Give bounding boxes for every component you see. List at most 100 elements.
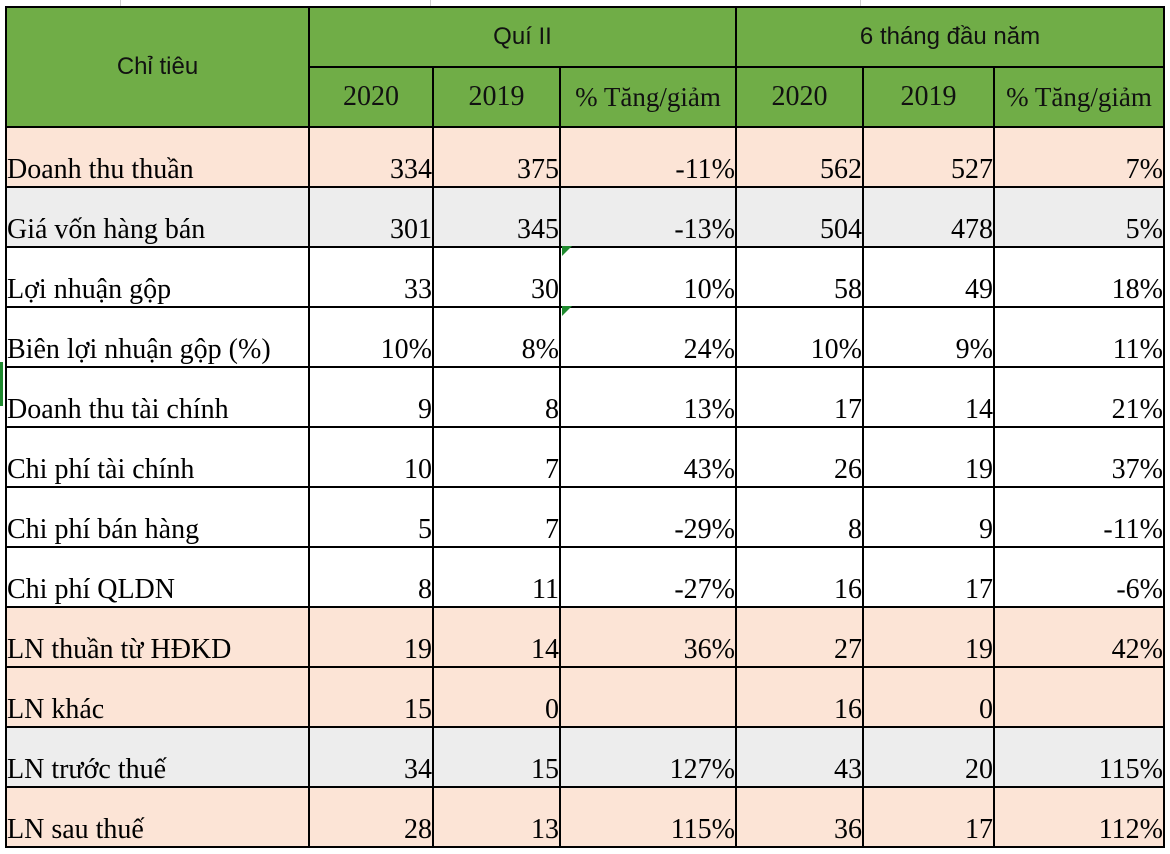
h1-2019-cell[interactable]: 9% (862, 306, 995, 368)
q2-2020-cell[interactable]: 34 (308, 726, 434, 788)
q2-2020-header[interactable]: 2020 (308, 66, 434, 128)
indicator-header[interactable]: Chỉ tiêu (5, 6, 310, 128)
h1-change-cell[interactable]: 37% (993, 426, 1165, 488)
h1-2020-cell[interactable]: 36 (735, 786, 864, 848)
h1-2019-cell[interactable]: 20 (862, 726, 995, 788)
h1-group-header[interactable]: 6 tháng đầu năm (735, 6, 1165, 68)
row-label-cell[interactable]: Chi phí tài chính (5, 426, 310, 488)
h1-2019-cell[interactable]: 527 (862, 126, 995, 188)
h1-2020-cell[interactable]: 16 (735, 546, 864, 608)
q2-change-cell[interactable]: -13% (559, 186, 737, 248)
row-label-cell[interactable]: Biên lợi nhuận gộp (%) (5, 306, 310, 368)
h1-change-cell[interactable]: 21% (993, 366, 1165, 428)
row-label-cell[interactable]: LN sau thuế (5, 786, 310, 848)
h1-2020-cell[interactable]: 16 (735, 666, 864, 728)
h1-change-cell[interactable]: 7% (993, 126, 1165, 188)
h1-change-cell[interactable]: -6% (993, 546, 1165, 608)
h1-2020-cell[interactable]: 10% (735, 306, 864, 368)
q2-2019-cell[interactable]: 0 (432, 666, 561, 728)
h1-change-cell[interactable]: 115% (993, 726, 1165, 788)
q2-change-header[interactable]: % Tăng/giảm (559, 66, 737, 128)
q2-2019-cell[interactable]: 15 (432, 726, 561, 788)
q2-2020-cell[interactable]: 33 (308, 246, 434, 308)
h1-change-cell[interactable]: 11% (993, 306, 1165, 368)
q2-2019-cell[interactable]: 7 (432, 426, 561, 488)
q2-group-header[interactable]: Quí II (308, 6, 737, 68)
q2-2019-cell[interactable]: 375 (432, 126, 561, 188)
q2-change-cell[interactable]: 36% (559, 606, 737, 668)
row-label-cell[interactable]: Doanh thu thuần (5, 126, 310, 188)
row-label-cell[interactable]: LN thuần từ HĐKD (5, 606, 310, 668)
h1-change-cell[interactable]: -11% (993, 486, 1165, 548)
row-label-cell[interactable]: Chi phí bán hàng (5, 486, 310, 548)
h1-change-header[interactable]: % Tăng/giảm (993, 66, 1165, 128)
h1-2020-cell[interactable]: 43 (735, 726, 864, 788)
h1-2019-cell[interactable]: 19 (862, 606, 995, 668)
row-selection-marker (0, 362, 3, 406)
q2-2019-cell[interactable]: 11 (432, 546, 561, 608)
h1-2019-cell[interactable]: 17 (862, 546, 995, 608)
q2-change-cell[interactable]: 43% (559, 426, 737, 488)
q2-2020-cell[interactable]: 9 (308, 366, 434, 428)
q2-2020-cell[interactable]: 19 (308, 606, 434, 668)
h1-2020-header[interactable]: 2020 (735, 66, 864, 128)
h1-2019-cell[interactable]: 0 (862, 666, 995, 728)
q2-2020-cell[interactable]: 301 (308, 186, 434, 248)
h1-2020-cell[interactable]: 504 (735, 186, 864, 248)
q2-change-cell[interactable]: -11% (559, 126, 737, 188)
row-label-cell[interactable]: Doanh thu tài chính (5, 366, 310, 428)
q2-2019-header[interactable]: 2019 (432, 66, 561, 128)
h1-2020-cell[interactable]: 562 (735, 126, 864, 188)
h1-change-cell[interactable] (993, 666, 1165, 728)
h1-2019-cell[interactable]: 19 (862, 426, 995, 488)
row-label-cell[interactable]: LN khác (5, 666, 310, 728)
q2-2020-cell[interactable]: 15 (308, 666, 434, 728)
row-label-cell[interactable]: Lợi nhuận gộp (5, 246, 310, 308)
q2-2019-cell[interactable]: 13 (432, 786, 561, 848)
h1-2020-cell[interactable]: 26 (735, 426, 864, 488)
q2-2020-cell[interactable]: 10% (308, 306, 434, 368)
h1-2019-cell[interactable]: 478 (862, 186, 995, 248)
h1-2019-cell[interactable]: 17 (862, 786, 995, 848)
financial-summary-table: Chỉ tiêu Quí II 6 tháng đầu năm 2020 201… (5, 6, 1165, 848)
gridline (120, 0, 121, 6)
table-row: LN sau thuế 28 13 115% 36 17 112% (5, 786, 1165, 848)
q2-change-cell[interactable]: -29% (559, 486, 737, 548)
q2-2019-cell[interactable]: 345 (432, 186, 561, 248)
q2-2019-cell[interactable]: 14 (432, 606, 561, 668)
q2-2019-cell[interactable]: 8% (432, 306, 561, 368)
h1-change-cell[interactable]: 5% (993, 186, 1165, 248)
q2-2019-cell[interactable]: 8 (432, 366, 561, 428)
row-label-cell[interactable]: LN trước thuế (5, 726, 310, 788)
q2-change-cell[interactable]: -27% (559, 546, 737, 608)
q2-change-cell[interactable]: 13% (559, 366, 737, 428)
h1-2020-cell[interactable]: 17 (735, 366, 864, 428)
q2-change-cell[interactable] (559, 666, 737, 728)
table-row: LN thuần từ HĐKD 19 14 36% 27 19 42% (5, 606, 1165, 668)
q2-2020-cell[interactable]: 10 (308, 426, 434, 488)
q2-change-cell[interactable]: 10% (559, 246, 737, 308)
h1-change-cell[interactable]: 42% (993, 606, 1165, 668)
h1-2020-cell[interactable]: 27 (735, 606, 864, 668)
h1-change-cell[interactable]: 18% (993, 246, 1165, 308)
q2-2020-cell[interactable]: 28 (308, 786, 434, 848)
q2-change-cell[interactable]: 24% (559, 306, 737, 368)
q2-2020-cell[interactable]: 8 (308, 546, 434, 608)
h1-2019-cell[interactable]: 9 (862, 486, 995, 548)
q2-2019-cell[interactable]: 7 (432, 486, 561, 548)
table-row: Biên lợi nhuận gộp (%) 10% 8% 24% 10% 9% 11% (5, 306, 1165, 368)
q2-2019-cell[interactable]: 30 (432, 246, 561, 308)
h1-2020-cell[interactable]: 8 (735, 486, 864, 548)
h1-2019-header[interactable]: 2019 (862, 66, 995, 128)
row-label-cell[interactable]: Chi phí QLDN (5, 546, 310, 608)
row-label-cell[interactable]: Giá vốn hàng bán (5, 186, 310, 248)
q2-change-cell[interactable]: 127% (559, 726, 737, 788)
q2-2020-cell[interactable]: 334 (308, 126, 434, 188)
h1-2020-cell[interactable]: 58 (735, 246, 864, 308)
header-row-groups: Chỉ tiêu Quí II 6 tháng đầu năm (5, 6, 1165, 128)
h1-2019-cell[interactable]: 49 (862, 246, 995, 308)
h1-change-cell[interactable]: 112% (993, 786, 1165, 848)
h1-2019-cell[interactable]: 14 (862, 366, 995, 428)
q2-change-cell[interactable]: 115% (559, 786, 737, 848)
q2-2020-cell[interactable]: 5 (308, 486, 434, 548)
